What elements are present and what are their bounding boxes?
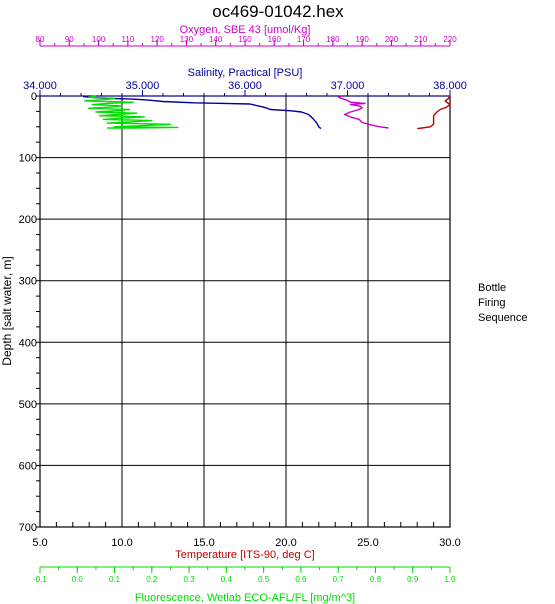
depth-tick-label: 0	[31, 91, 37, 103]
fluorescence-axis-label: Fluorescence, Wetlab ECO-AFL/FL [mg/m^3]	[135, 592, 355, 604]
oxygen-tick-label: 170	[297, 35, 311, 44]
grid	[39, 95, 451, 528]
plot-frame	[39, 95, 451, 528]
temperature-tick-label: 15.0	[193, 537, 214, 549]
salinity-tick-label: 34.000	[23, 80, 57, 92]
depth-tick-label: 100	[19, 153, 37, 165]
fluorescence-profile-line	[83, 95, 179, 129]
depth-tick-label: 600	[19, 460, 37, 472]
fluorescence-tick-label: 0.2	[146, 575, 158, 584]
temperature-tick-label: 20.0	[275, 537, 296, 549]
oxygen-profile-line	[338, 95, 389, 129]
fluorescence-tick-label: 0.7	[333, 575, 345, 584]
depth-tick-label: 300	[19, 276, 37, 288]
depth-tick-label: 200	[19, 214, 37, 226]
fluorescence-tick-label: 0.1	[109, 575, 121, 584]
temperature-axis-label: Temperature [ITS-90, deg C]	[175, 549, 314, 561]
oxygen-tick-label: 220	[443, 35, 457, 44]
oxygen-tick-label: 110	[121, 35, 134, 44]
salinity-axis-label: Salinity, Practical [PSU]	[188, 67, 303, 79]
bottle-firing-label-line2: Firing	[478, 297, 506, 309]
temperature-profile-line	[417, 95, 451, 130]
temperature-tick-label: 5.0	[32, 537, 47, 549]
fluorescence-tick-label: 0.5	[258, 575, 270, 584]
oxygen-tick-label: 190	[355, 35, 369, 44]
salinity-tick-label: 36.000	[228, 80, 262, 92]
data-series	[83, 95, 451, 130]
oxygen-tick-label: 80	[36, 35, 45, 44]
salinity-profile-line	[83, 95, 322, 130]
temperature-tick-label: 25.0	[357, 537, 378, 549]
bottle-firing-label-line3: Sequence	[478, 312, 528, 324]
temperature-tick-label: 30.0	[439, 537, 460, 549]
chart-title: oc469-01042.hex	[212, 2, 344, 21]
salinity-tick-label: 37.000	[331, 80, 365, 92]
depth-tick-label: 700	[19, 522, 37, 534]
fluorescence-tick-label: 0.0	[72, 575, 84, 584]
fluorescence-tick-label: 0.9	[407, 575, 419, 584]
oxygen-tick-label: 90	[65, 35, 74, 44]
fluorescence-tick-label: 0.3	[184, 575, 196, 584]
temperature-tick-label: 10.0	[111, 537, 132, 549]
oxygen-tick-label: 210	[414, 35, 428, 44]
fluorescence-tick-label: 0.8	[370, 575, 382, 584]
oxygen-tick-label: 200	[385, 35, 399, 44]
axes: 0 100 200 300 400 500 600 700 80 90 100 110 120 130 14…	[19, 24, 467, 604]
oxygen-tick-label: 180	[326, 35, 340, 44]
oxygen-axis-label: Oxygen, SBE 43 [umol/Kg]	[180, 24, 311, 36]
y-axis-label: Depth [salt water, m]	[0, 256, 14, 365]
bottle-firing-label-line1: Bottle	[478, 282, 507, 294]
oxygen-tick-label: 140	[209, 35, 223, 44]
oxygen-tick-label: 130	[180, 35, 194, 44]
fluorescence-tick-label: 0.4	[221, 575, 233, 584]
oxygen-tick-label: 100	[92, 35, 106, 44]
salinity-tick-label: 35.000	[126, 80, 160, 92]
oxygen-tick-label: 160	[268, 35, 282, 44]
fluorescence-tick-label: 0.6	[295, 575, 307, 584]
fluorescence-tick-label: -0.1	[33, 575, 47, 584]
fluorescence-tick-label: 1.0	[444, 575, 456, 584]
depth-tick-label: 500	[19, 399, 37, 411]
oxygen-tick-label: 150	[238, 35, 252, 44]
salinity-tick-label: 38.000	[433, 80, 467, 92]
depth-tick-label: 400	[19, 337, 37, 349]
oxygen-tick-label: 120	[150, 35, 164, 44]
